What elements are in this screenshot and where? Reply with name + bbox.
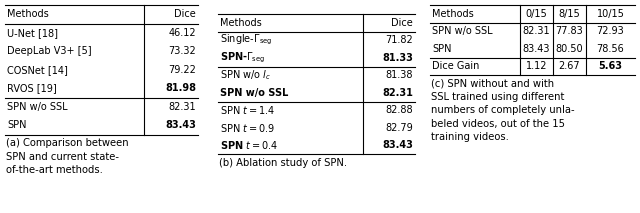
Text: Single-$\Gamma_{\mathrm{seg}}$: Single-$\Gamma_{\mathrm{seg}}$ bbox=[220, 33, 273, 47]
Text: SPN: SPN bbox=[432, 44, 451, 54]
Text: SPN w/o SSL: SPN w/o SSL bbox=[7, 102, 68, 112]
Text: 77.83: 77.83 bbox=[556, 26, 583, 36]
Text: Dice Gain: Dice Gain bbox=[432, 61, 479, 71]
Text: SPN w/o $l_c$: SPN w/o $l_c$ bbox=[220, 68, 271, 82]
Text: 82.31: 82.31 bbox=[168, 102, 196, 112]
Text: 71.82: 71.82 bbox=[385, 35, 413, 45]
Text: (b) Ablation study of SPN.: (b) Ablation study of SPN. bbox=[219, 158, 347, 168]
Text: SPN-$\Gamma_{\mathrm{seg}}$: SPN-$\Gamma_{\mathrm{seg}}$ bbox=[220, 50, 266, 65]
Text: Dice: Dice bbox=[391, 18, 413, 28]
Text: 10/15: 10/15 bbox=[596, 9, 625, 19]
Text: Methods: Methods bbox=[7, 9, 49, 19]
Text: 83.43: 83.43 bbox=[382, 140, 413, 150]
Text: Methods: Methods bbox=[220, 18, 262, 28]
Text: SPN w/o SSL: SPN w/o SSL bbox=[432, 26, 493, 36]
Text: SPN: SPN bbox=[7, 120, 26, 130]
Text: (c) SPN without and with
SSL trained using different
numbers of completely unla-: (c) SPN without and with SSL trained usi… bbox=[431, 79, 575, 142]
Text: 8/15: 8/15 bbox=[559, 9, 580, 19]
Text: 82.31: 82.31 bbox=[382, 88, 413, 98]
Text: SPN $t = 0.9$: SPN $t = 0.9$ bbox=[220, 122, 275, 134]
Text: 1.12: 1.12 bbox=[526, 61, 547, 71]
Text: 5.63: 5.63 bbox=[598, 61, 622, 71]
Text: Dice: Dice bbox=[174, 9, 196, 19]
Text: 81.33: 81.33 bbox=[382, 53, 413, 63]
Text: SPN $t = 1.4$: SPN $t = 1.4$ bbox=[220, 104, 275, 116]
Text: SPN w/o SSL: SPN w/o SSL bbox=[220, 88, 289, 98]
Text: 73.32: 73.32 bbox=[168, 46, 196, 56]
Text: 81.98: 81.98 bbox=[165, 83, 196, 93]
Text: 0/15: 0/15 bbox=[525, 9, 547, 19]
Text: 79.22: 79.22 bbox=[168, 65, 196, 75]
Text: 72.93: 72.93 bbox=[596, 26, 624, 36]
Text: DeepLab V3+ [5]: DeepLab V3+ [5] bbox=[7, 46, 92, 56]
Text: U-Net [18]: U-Net [18] bbox=[7, 28, 58, 38]
Text: SPN $t = 0.4$: SPN $t = 0.4$ bbox=[220, 139, 278, 151]
Text: 78.56: 78.56 bbox=[596, 44, 624, 54]
Text: 80.50: 80.50 bbox=[556, 44, 583, 54]
Text: (a) Comparison between
SPN and current state-
of-the-art methods.: (a) Comparison between SPN and current s… bbox=[6, 138, 129, 175]
Text: 81.38: 81.38 bbox=[385, 70, 413, 80]
Text: Methods: Methods bbox=[432, 9, 474, 19]
Text: COSNet [14]: COSNet [14] bbox=[7, 65, 68, 75]
Text: 83.43: 83.43 bbox=[165, 120, 196, 130]
Text: 82.31: 82.31 bbox=[523, 26, 550, 36]
Text: 82.88: 82.88 bbox=[385, 105, 413, 115]
Text: 46.12: 46.12 bbox=[168, 28, 196, 38]
Text: 2.67: 2.67 bbox=[559, 61, 580, 71]
Text: 83.43: 83.43 bbox=[523, 44, 550, 54]
Text: 82.79: 82.79 bbox=[385, 123, 413, 133]
Text: RVOS [19]: RVOS [19] bbox=[7, 83, 57, 93]
